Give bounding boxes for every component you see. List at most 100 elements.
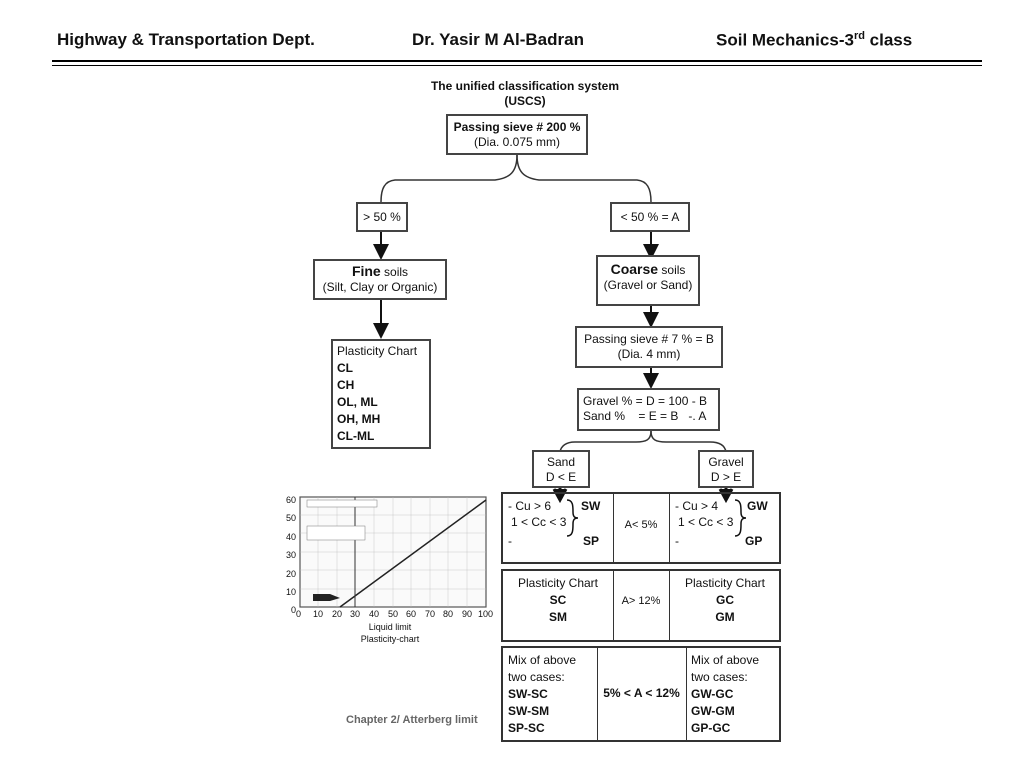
- grading-row: - Cu > 6 1 < Cc < 3 - SW SP A< 5% - Cu >…: [501, 492, 781, 564]
- header-rule-top: [52, 60, 982, 62]
- y-tick-30: 30: [285, 550, 296, 561]
- gravel-plasticity-title: Plasticity Chart: [684, 576, 766, 590]
- chapter-footer: Chapter 2/ Atterberg limit: [346, 714, 478, 726]
- y-tick-40: 40: [285, 531, 296, 542]
- fine-soils-bold: Fine: [351, 263, 381, 279]
- course-name: Soil Mechanics-3: [716, 30, 854, 50]
- coarse-soils-heading: Coarse soils: [598, 262, 698, 278]
- sieve7-line2: (Dia. 4 mm): [617, 347, 681, 361]
- header-course: Soil Mechanics-3rd class: [716, 30, 912, 51]
- fine-class-oh-mh: OH, MH: [337, 412, 381, 426]
- sand-dual-list: Mix of above two cases: SW-SC SW-SM SP-S…: [508, 652, 576, 737]
- root-line1: Passing sieve # 200 %: [453, 120, 581, 134]
- gravel-dual-line1: Mix of above: [691, 653, 760, 667]
- sieve7-node: Passing sieve # 7 % = B (Dia. 4 mm): [575, 326, 723, 368]
- class-sw-sc: SW-SC: [508, 687, 548, 701]
- diagram-title-line2: (USCS): [504, 94, 546, 108]
- gravel-else-marker: -: [675, 534, 679, 548]
- fines-under-5: A< 5%: [624, 519, 658, 531]
- gravel-node-condition: D > E: [710, 470, 742, 484]
- class-sc: SC: [549, 593, 567, 607]
- header-department: Highway & Transportation Dept.: [57, 30, 315, 49]
- sand-node-condition: D < E: [545, 470, 577, 484]
- plasticity-x-label: Liquid limit: [368, 622, 412, 632]
- coarse-threshold-node: < 50 % = A: [610, 202, 690, 232]
- sand-node: Sand D < E: [532, 450, 590, 488]
- y-tick-0: 0: [290, 605, 296, 616]
- coarse-soils-word: soils: [658, 263, 686, 277]
- y-tick-60: 60: [285, 495, 296, 505]
- gravel-dual-line2: two cases:: [691, 670, 748, 684]
- class-gm: GM: [715, 610, 735, 624]
- y-tick-10: 10: [285, 587, 296, 598]
- class-gp: GP: [745, 534, 763, 548]
- root-node: Passing sieve # 200 % (Dia. 0.075 mm): [446, 114, 588, 155]
- class-gw-gm: GW-GM: [691, 704, 735, 718]
- x-tick-40: 40: [369, 609, 380, 619]
- grading-row-divider-right: [669, 494, 670, 562]
- sand-else-marker: -: [508, 534, 512, 548]
- plasticity-row: Plasticity Chart SC SM A> 12% Plasticity…: [501, 569, 781, 642]
- sand-dual-line1: Mix of above: [508, 653, 577, 667]
- plasticity-row-divider-right: [669, 571, 670, 640]
- fine-threshold-node: > 50 %: [356, 202, 408, 232]
- plasticity-y-ticks: 60 50 40 30 20 10 0: [278, 491, 296, 620]
- header-author: Dr. Yasir M Al-Badran: [412, 30, 584, 49]
- dual-symbol-row: Mix of above two cases: SW-SC SW-SM SP-S…: [501, 646, 781, 742]
- class-sw: SW: [581, 499, 601, 513]
- course-ordinal: rd: [853, 30, 865, 42]
- x-tick-90: 90: [462, 609, 473, 619]
- class-sp-sc: SP-SC: [508, 721, 545, 735]
- plasticity-caption: Plasticity-chart: [360, 634, 420, 644]
- class-gw: GW: [747, 499, 768, 513]
- fine-soils-word: soils: [380, 265, 409, 279]
- diagram-title: The unified classification system (USCS): [400, 79, 650, 109]
- sand-cc-condition: 1 < Cc < 3: [511, 515, 567, 529]
- fine-class-cl-ml: CL-ML: [337, 429, 375, 443]
- class-gw-gc: GW-GC: [691, 687, 734, 701]
- gravel-cc-condition: 1 < Cc < 3: [678, 515, 734, 529]
- grading-row-divider-left: [613, 494, 614, 562]
- fine-plasticity-title: Plasticity Chart: [337, 344, 418, 358]
- x-tick-30: 30: [350, 609, 361, 619]
- x-tick-50: 50: [388, 609, 399, 619]
- gravel-node-title: Gravel: [708, 455, 744, 469]
- class-gc: GC: [716, 593, 734, 607]
- fine-soils-node: Fine soils (Silt, Clay or Organic): [313, 259, 447, 300]
- class-sw-sm: SW-SM: [508, 704, 550, 718]
- class-gp-gc: GP-GC: [691, 721, 731, 735]
- coarse-soils-node: Coarse soils (Gravel or Sand): [596, 255, 700, 306]
- x-tick-20: 20: [332, 609, 343, 619]
- fines-5-to-12: 5% < A < 12%: [603, 686, 680, 700]
- sand-percent-line: Sand % = E = B -. A: [583, 409, 707, 423]
- fine-class-ch: CH: [337, 378, 355, 392]
- sand-node-title: Sand: [546, 455, 576, 469]
- class-sm: SM: [549, 610, 567, 624]
- x-tick-70: 70: [425, 609, 436, 619]
- root-line2: (Dia. 0.075 mm): [473, 135, 561, 149]
- gravel-cu-condition: - Cu > 4: [675, 499, 719, 513]
- header-rule-bottom: [52, 65, 982, 66]
- fine-soils-heading: Fine soils: [315, 264, 445, 280]
- gravel-percent-line: Gravel % = D = 100 - B: [583, 394, 708, 408]
- plasticity-row-divider-left: [613, 571, 614, 640]
- gravel-dual-list: Mix of above two cases: GW-GC GW-GM GP-G…: [691, 652, 759, 737]
- coarse-soils-subtitle: (Gravel or Sand): [603, 278, 693, 292]
- sand-dual-line2: two cases:: [508, 670, 565, 684]
- gravel-node: Gravel D > E: [698, 450, 754, 488]
- x-tick-80: 80: [443, 609, 454, 619]
- coarse-soils-bold: Coarse: [610, 261, 659, 277]
- fine-class-ol-ml: OL, ML: [337, 395, 378, 409]
- y-tick-20: 20: [285, 568, 296, 579]
- fine-soils-subtitle: (Silt, Clay or Organic): [322, 280, 438, 294]
- fines-over-12: A> 12%: [621, 595, 661, 607]
- dual-row-divider-right: [686, 648, 687, 740]
- fine-plasticity-node: Plasticity Chart CL CH OL, ML OH, MH CL-…: [331, 339, 431, 449]
- sand-cu-condition: - Cu > 6: [508, 499, 552, 513]
- x-tick-100: 100: [478, 609, 494, 619]
- class-sp: SP: [583, 534, 600, 548]
- x-tick-60: 60: [406, 609, 417, 619]
- course-tail: class: [864, 30, 913, 50]
